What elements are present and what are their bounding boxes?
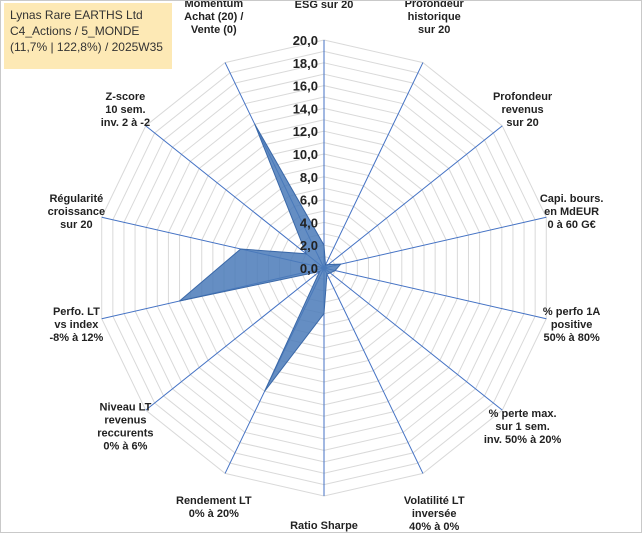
company-name: Lynas Rare EARTHS Ltd <box>10 8 143 22</box>
axis-spoke <box>323 267 547 320</box>
axis-label: Capi. bours. en MdEUR 0 à 60 G€ <box>540 193 604 231</box>
stats-label: (11,7% | 122,8%) / 2025W35 <box>10 40 163 54</box>
tick-label: 8,0 <box>300 170 318 185</box>
tick-label: 2,0 <box>300 238 318 253</box>
axis-label: Profondeur revenus sur 20 <box>493 91 553 129</box>
axis-spoke <box>145 267 325 411</box>
tick-label: 0,0 <box>300 261 318 276</box>
axis-label: % perfo 1A positive 50% à 80% <box>543 306 601 344</box>
category-label: C4_Actions / 5_MONDE <box>10 24 140 38</box>
axis-label: Profondeur historique sur 20 <box>405 1 465 36</box>
axis-label: Ratio Sharpe0 à 1 <box>290 520 358 532</box>
grid-layer <box>101 39 547 497</box>
tick-label: 14,0 <box>293 101 318 116</box>
tick-label: 10,0 <box>293 147 318 162</box>
axis-label: Momentum Achat (20) / Vente (0) <box>184 1 243 36</box>
axis-label: NoteESG sur 20 <box>295 1 354 11</box>
axis-label: % perte max. sur 1 sem. inv. 50% à 20% <box>484 408 562 446</box>
series-layer <box>179 123 342 392</box>
axis-spoke <box>145 125 325 269</box>
axis-label: Régularité croissance sur 20 <box>48 193 105 231</box>
axis-label: Volatilité LT inversée 40% à 0% <box>404 495 465 532</box>
axis-spoke <box>323 125 503 269</box>
axis-label: Rendement LT 0% à 20% <box>176 495 252 520</box>
series-area <box>179 123 342 392</box>
tick-label: 16,0 <box>293 79 318 94</box>
title-box: Lynas Rare EARTHS Ltd C4_Actions / 5_MON… <box>4 3 172 69</box>
axis-label: Niveau LT revenus reccurents 0% à 6% <box>97 401 153 452</box>
tick-label: 4,0 <box>300 215 318 230</box>
tick-label: 18,0 <box>293 56 318 71</box>
tick-label: 12,0 <box>293 124 318 139</box>
axis-label: Perfo. LT vs index -8% à 12% <box>49 306 103 344</box>
tick-label: 6,0 <box>300 193 318 208</box>
tick-label: 20,0 <box>293 33 318 48</box>
axis-label: Z-score 10 sem. inv. 2 à -2 <box>101 91 150 129</box>
axis-spoke <box>323 267 424 474</box>
axis-spoke <box>323 267 503 411</box>
axis-spoke <box>323 62 424 269</box>
axis-spoke <box>323 216 547 269</box>
tick-labels: 0,0 2,0 4,0 6,0 8,0 10,0 12,0 14,0 16,0 18,0 20,0 <box>293 33 318 276</box>
